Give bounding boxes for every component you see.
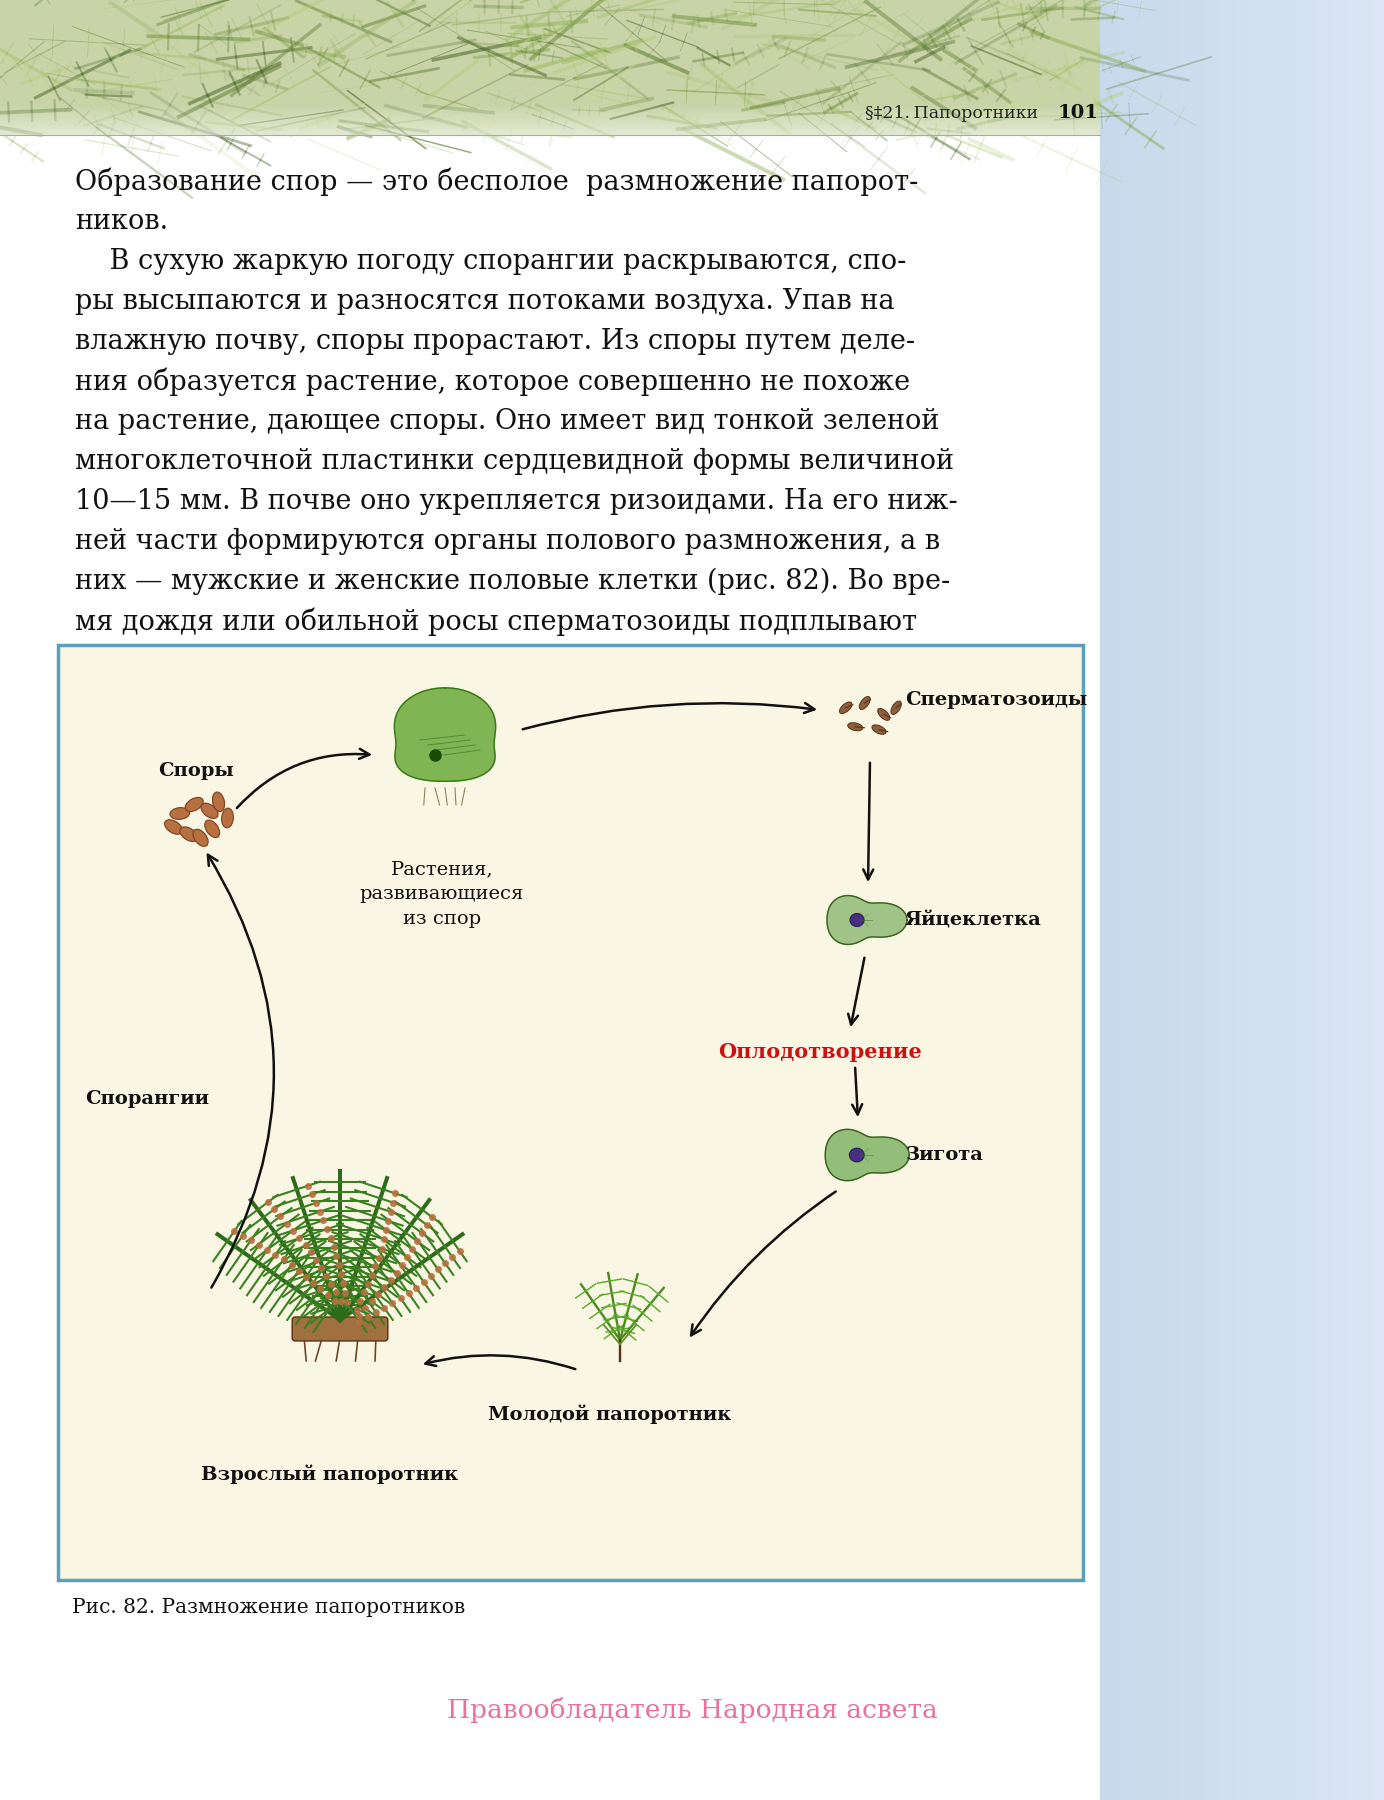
Ellipse shape xyxy=(850,914,864,927)
FancyBboxPatch shape xyxy=(58,644,1084,1580)
Text: на растение, дающее споры. Оно имеет вид тонкой зеленой: на растение, дающее споры. Оно имеет вид… xyxy=(75,409,940,436)
Text: ния образуется растение, которое совершенно не похоже: ния образуется растение, которое соверше… xyxy=(75,367,911,396)
Ellipse shape xyxy=(221,808,234,828)
Text: ры высыпаются и разносятся потоками воздуха. Упав на: ры высыпаются и разносятся потоками возд… xyxy=(75,288,894,315)
Text: 10—15 мм. В почве оно укрепляется ризоидами. На его ниж-: 10—15 мм. В почве оно укрепляется ризоид… xyxy=(75,488,958,515)
Ellipse shape xyxy=(859,697,871,709)
Text: 101: 101 xyxy=(1057,104,1099,122)
Text: многоклеточной пластинки сердцевидной формы величиной: многоклеточной пластинки сердцевидной фо… xyxy=(75,448,954,475)
Text: Споры: Споры xyxy=(158,761,234,779)
Text: Взрослый папоротник: Взрослый папоротник xyxy=(202,1465,458,1485)
FancyBboxPatch shape xyxy=(292,1318,388,1341)
Ellipse shape xyxy=(192,830,208,846)
Text: Яйцеклетка: Яйцеклетка xyxy=(905,911,1042,929)
Polygon shape xyxy=(828,896,907,945)
Text: них — мужские и женские половые клетки (рис. 82). Во вре-: них — мужские и женские половые клетки (… xyxy=(75,569,951,596)
Ellipse shape xyxy=(180,826,198,841)
Bar xyxy=(0,0,1100,135)
Polygon shape xyxy=(825,1129,909,1181)
Ellipse shape xyxy=(840,702,853,713)
Text: Молодой папоротник: Молодой папоротник xyxy=(489,1406,732,1424)
Ellipse shape xyxy=(205,821,220,837)
Text: §‡21. Папоротники: §‡21. Папоротники xyxy=(865,104,1038,122)
Ellipse shape xyxy=(850,1148,864,1161)
Text: ней части формируются органы полового размножения, а в: ней части формируются органы полового ра… xyxy=(75,527,940,554)
Text: Образование спор — это бесполое  размножение папорот-: Образование спор — это бесполое размноже… xyxy=(75,167,919,196)
Ellipse shape xyxy=(212,792,224,812)
Text: В сухую жаркую погоду спорангии раскрываются, спо-: В сухую жаркую погоду спорангии раскрыва… xyxy=(75,248,907,275)
Ellipse shape xyxy=(848,724,862,731)
Text: Зигота: Зигота xyxy=(905,1147,983,1165)
Ellipse shape xyxy=(877,709,890,720)
Polygon shape xyxy=(394,688,495,781)
Text: Оплодотворение: Оплодотворение xyxy=(718,1042,922,1062)
Text: Растения,
развивающиеся
из спор: Растения, развивающиеся из спор xyxy=(360,860,525,929)
Ellipse shape xyxy=(891,700,901,715)
Text: Правообладатель Народная асвета: Правообладатель Народная асвета xyxy=(447,1697,937,1723)
Text: влажную почву, споры прорастают. Из споры путем деле-: влажную почву, споры прорастают. Из спор… xyxy=(75,328,915,355)
Ellipse shape xyxy=(201,803,219,819)
Ellipse shape xyxy=(872,725,886,734)
Text: Сперматозоиды: Сперматозоиды xyxy=(905,691,1088,709)
Text: Рис. 82. Размножение папоротников: Рис. 82. Размножение папоротников xyxy=(72,1598,465,1616)
Ellipse shape xyxy=(185,797,203,812)
Ellipse shape xyxy=(170,808,190,819)
Text: ников.: ников. xyxy=(75,209,167,236)
Ellipse shape xyxy=(165,819,183,833)
Text: мя дождя или обильной росы сперматозоиды подплывают: мя дождя или обильной росы сперматозоиды… xyxy=(75,608,918,637)
Text: Спорангии: Спорангии xyxy=(84,1091,209,1109)
